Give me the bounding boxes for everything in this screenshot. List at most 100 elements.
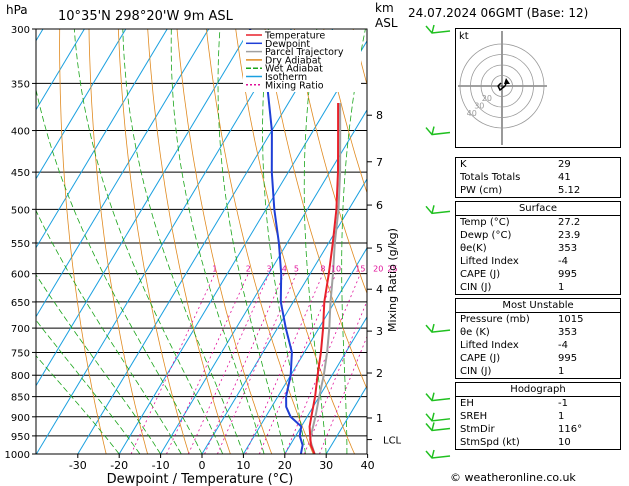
isotherm-line	[201, 178, 367, 454]
mixing-ratio-line	[166, 273, 249, 454]
storm-motion-marker	[504, 78, 510, 84]
isotherm-line	[36, 29, 292, 454]
wind-barb	[425, 422, 451, 432]
dry-adiabat-line	[59, 29, 107, 454]
index-label: EH	[460, 398, 474, 409]
indices-panel: K 29 Totals Totals 41 PW (cm) 5.12 Surface Te…	[455, 157, 621, 453]
index-value: 10	[558, 437, 571, 448]
index-label: Dewp (°C)	[460, 230, 512, 241]
pressure-tick-label: 500	[11, 205, 30, 216]
index-value: 995	[558, 269, 578, 280]
pressure-tick-label: 600	[11, 270, 30, 281]
index-value: -4	[558, 256, 568, 267]
index-row: Lifted Index -4	[456, 255, 620, 268]
temperature-line	[308, 103, 340, 454]
mixing-ratio-line	[188, 273, 270, 454]
isotherm-line	[284, 316, 367, 454]
wind-barb-flag	[431, 24, 435, 34]
index-row: Dewp (°C) 23.9	[456, 229, 620, 242]
background-lines	[0, 29, 367, 454]
index-value: 41	[558, 172, 571, 183]
isotherm-line	[0, 29, 2, 454]
dry-adiabat-line	[117, 29, 190, 454]
dry-adiabat-line	[323, 29, 367, 195]
wet-adiabat-line	[170, 29, 265, 454]
isotherm-line	[36, 29, 210, 318]
index-value: -4	[558, 340, 568, 351]
index-label: SREH	[460, 411, 488, 422]
pressure-tick-label: 450	[11, 168, 30, 179]
wind-barb-flag	[431, 126, 435, 135]
temperature-tick-label: -10	[152, 459, 170, 472]
hodograph-ring	[491, 75, 513, 97]
wet-adiabat-line	[36, 319, 141, 454]
wind-barb	[425, 127, 451, 136]
legend-item-label: Dewpoint	[265, 39, 310, 50]
temperature-tick-label: -30	[69, 459, 87, 472]
mixing-ratio-label: 3	[266, 265, 271, 274]
wind-barb-flag	[431, 422, 435, 431]
temperature-tick-label: 30	[319, 459, 333, 472]
lcl-label: LCL	[383, 436, 402, 447]
wet-adiabat-line	[36, 355, 120, 454]
pressure-tick-label: 700	[11, 324, 30, 335]
index-label: Temp (°C)	[460, 217, 510, 228]
dry-adiabat-line	[294, 29, 367, 295]
pressure-tick-label: 800	[11, 371, 30, 382]
index-value: 5.12	[558, 185, 581, 196]
wind-barb	[425, 205, 451, 215]
dry-adiabat-line	[176, 29, 273, 454]
index-row: StmDir 116°	[456, 423, 620, 436]
index-label: Lifted Index	[460, 340, 519, 351]
index-label: StmSpd (kt)	[460, 437, 520, 448]
index-value: 353	[558, 327, 578, 338]
index-label: Totals Totals	[460, 172, 521, 183]
isotherm-line	[36, 29, 85, 111]
isotherm-line	[242, 247, 367, 454]
wet-adiabat-line	[36, 274, 161, 454]
index-row: Totals Totals 41	[456, 171, 620, 184]
index-label: PW (cm)	[460, 185, 503, 196]
hodograph-frame	[455, 28, 621, 148]
temperature-tick-label: 40	[361, 459, 375, 472]
hodograph-unit-label: kt	[459, 31, 469, 42]
index-row: SREH 1	[456, 410, 620, 423]
legend-item-label: Dry Adiabat	[265, 55, 322, 66]
axes: 1 2 3 4 5 8 10 15 20 2530035040045050055060065070…	[5, 25, 402, 472]
index-value: 1	[558, 366, 565, 377]
dewpoint-line	[249, 29, 304, 454]
index-row: EH -1	[456, 397, 620, 410]
wind-barb	[425, 393, 451, 402]
isotherm-line	[77, 29, 334, 454]
legend-background	[243, 30, 361, 92]
index-row: θe (K) 353	[456, 326, 620, 339]
index-label: K	[460, 159, 467, 170]
wind-barb	[425, 324, 451, 333]
surface-table: Surface Temp (°C) 27.2 Dewp (°C) 23.9 θe(K) 3…	[455, 201, 621, 295]
copyright-text: © weatheronline.co.uk	[450, 471, 576, 484]
hodograph-ring-label: 30	[474, 102, 484, 111]
isotherm-line	[36, 29, 168, 249]
hodograph-trace	[497, 80, 508, 92]
dry-adiabat-line	[235, 29, 355, 454]
index-value: 353	[558, 243, 578, 254]
mixing-ratio-line	[130, 273, 216, 454]
index-value: 23.9	[558, 230, 581, 241]
dry-adiabat-line	[264, 29, 367, 391]
index-row: Pressure (mb) 1015	[456, 313, 620, 326]
wind-barb-flag	[431, 392, 435, 401]
wet-adiabat-line	[341, 29, 366, 454]
dry-adiabat-line	[206, 29, 314, 454]
isotherm-line	[160, 109, 367, 454]
wind-barb-flag	[431, 205, 435, 214]
right-axis-label: Mixing Ratio (g/kg)	[386, 228, 399, 332]
hodograph-ring	[459, 43, 545, 129]
mixing-ratio-label: 1	[212, 265, 217, 274]
wind-barb-flag	[431, 449, 435, 459]
index-value: 995	[558, 353, 578, 364]
most-unstable-title: Most Unstable	[456, 299, 620, 313]
height-tick-label: 1	[376, 412, 383, 425]
index-row: CAPE (J) 995	[456, 268, 620, 281]
mixing-ratio-label: 10	[331, 265, 341, 274]
